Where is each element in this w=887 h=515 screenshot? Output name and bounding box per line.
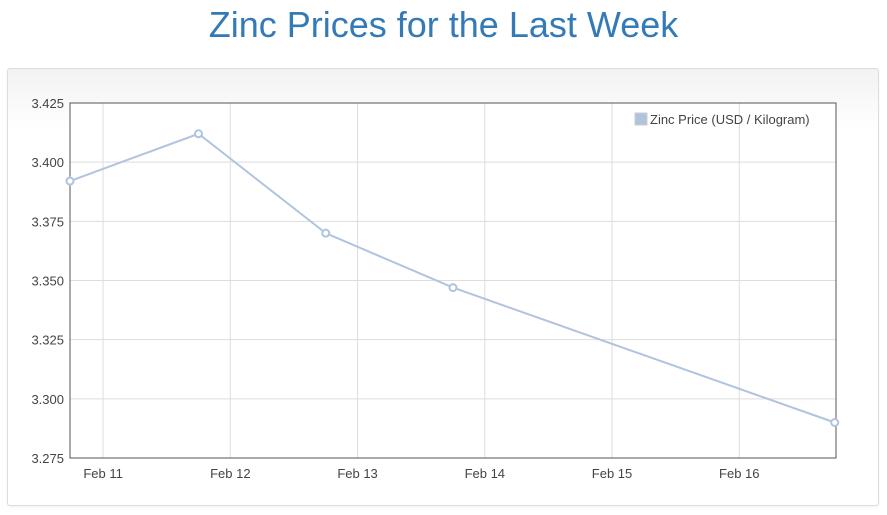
x-tick-label: Feb 15 — [592, 466, 632, 481]
data-point — [448, 283, 458, 293]
legend-label: Zinc Price (USD / Kilogram) — [650, 112, 810, 127]
y-tick-label: 3.425 — [31, 96, 64, 111]
data-point — [194, 129, 204, 139]
x-tick-label: Feb 14 — [465, 466, 505, 481]
plot-border — [69, 102, 837, 459]
x-tick-label: Feb 11 — [83, 466, 123, 481]
y-tick-label: 3.375 — [31, 214, 64, 229]
y-tick-label: 3.325 — [31, 333, 64, 348]
x-tick-label: Feb 13 — [337, 466, 377, 481]
data-point — [830, 418, 840, 427]
x-tick-label: Feb 12 — [210, 466, 250, 481]
legend-swatch — [634, 112, 648, 126]
data-point — [321, 228, 331, 238]
x-tick-label: Feb 16 — [719, 466, 759, 481]
data-point — [65, 176, 75, 186]
y-tick-label: 3.300 — [31, 392, 64, 407]
y-tick-label: 3.350 — [31, 274, 64, 289]
y-tick-label: 3.400 — [31, 155, 64, 170]
y-tick-label: 3.275 — [31, 451, 64, 466]
chart-title: Zinc Prices for the Last Week — [208, 4, 679, 45]
